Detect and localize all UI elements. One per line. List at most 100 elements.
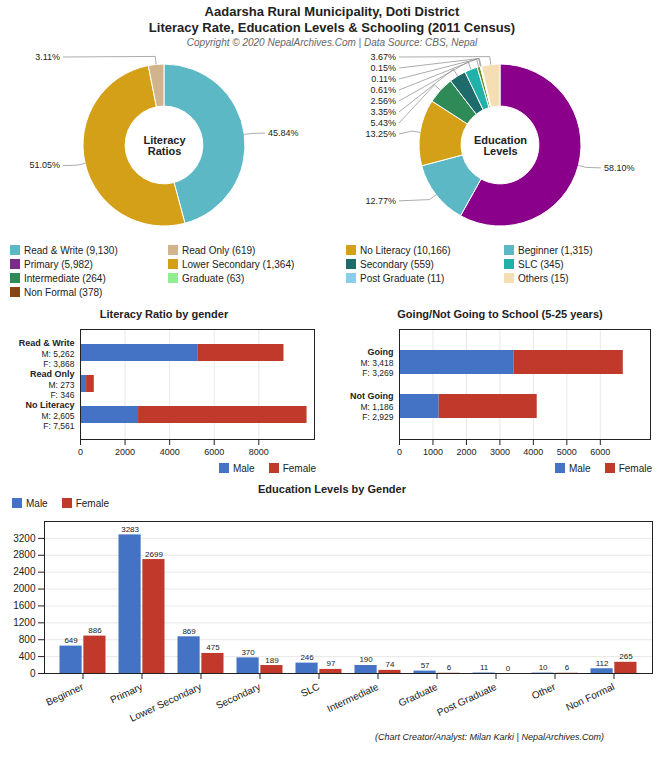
svg-text:1000: 1000 [423, 447, 443, 457]
svg-text:F: 3,868: F: 3,868 [43, 359, 74, 369]
svg-text:12.77%: 12.77% [365, 196, 396, 206]
html-text:Lower Secondary (1,364): Lower Secondary (1,364) [182, 259, 295, 270]
svg-text:M: 3,418: M: 3,418 [360, 358, 393, 368]
svg-text:M: 5,262: M: 5,262 [41, 349, 74, 359]
html-text:Post Graduate (11): Post Graduate (11) [360, 273, 445, 284]
svg-text:57: 57 [421, 661, 430, 670]
svg-text:0: 0 [78, 447, 83, 457]
html-text:Read Only (619): Read Only (619) [182, 245, 256, 256]
svg-text:Intermediate: Intermediate [325, 681, 380, 715]
svg-text:370: 370 [241, 648, 255, 657]
svg-text:Read Only: Read Only [30, 369, 75, 379]
svg-text:11: 11 [480, 663, 489, 672]
svg-text:0.11%: 0.11% [371, 74, 396, 84]
svg-text:No Literacy: No Literacy [25, 400, 74, 410]
svg-text:800: 800 [19, 634, 36, 645]
svg-text:0.61%: 0.61% [370, 85, 396, 95]
svg-text:649: 649 [64, 636, 78, 645]
svg-text:886: 886 [88, 626, 102, 635]
svg-text:Lower Secondary: Lower Secondary [128, 681, 203, 724]
svg-text:3.35%: 3.35% [370, 107, 396, 117]
svg-text:4000: 4000 [160, 447, 180, 457]
svg-text:190: 190 [359, 655, 373, 664]
svg-text:2400: 2400 [13, 566, 36, 577]
svg-text:2699: 2699 [145, 550, 163, 559]
svg-text:58.10%: 58.10% [604, 163, 635, 173]
svg-text:EducationLevels: EducationLevels [474, 134, 527, 157]
svg-text:10: 10 [539, 663, 548, 672]
svg-text:Secondary: Secondary [214, 681, 262, 711]
svg-text:8000: 8000 [249, 447, 269, 457]
html-text:No Literacy (10,166): No Literacy (10,166) [360, 245, 451, 256]
svg-text:Beginner: Beginner [44, 681, 86, 708]
svg-text:Not Going: Not Going [350, 391, 394, 401]
html-text:Primary (5,982): Primary (5,982) [24, 259, 93, 270]
html-text:Aadarsha Rural Municipality, D: Aadarsha Rural Municipality, Doti Distri… [204, 4, 460, 19]
svg-text:51.05%: 51.05% [29, 160, 60, 170]
svg-text:F: 3,269: F: 3,269 [362, 368, 393, 378]
html-text:Non Formal (378): Non Formal (378) [24, 287, 103, 298]
svg-text:3200: 3200 [13, 533, 36, 544]
svg-text:Going: Going [368, 347, 394, 357]
svg-text:265: 265 [619, 652, 633, 661]
svg-text:0: 0 [506, 664, 511, 673]
svg-text:3.11%: 3.11% [35, 52, 60, 62]
svg-text:Primary: Primary [108, 681, 144, 706]
svg-text:Other: Other [530, 681, 558, 702]
svg-text:2000: 2000 [13, 583, 36, 594]
svg-text:0.15%: 0.15% [370, 63, 396, 73]
svg-text:0: 0 [397, 447, 402, 457]
svg-text:112: 112 [596, 659, 609, 668]
svg-text:F: 7,561: F: 7,561 [43, 421, 74, 431]
svg-text:869: 869 [182, 627, 196, 636]
svg-text:Post Graduate: Post Graduate [435, 681, 498, 718]
svg-text:2000: 2000 [456, 447, 476, 457]
svg-text:475: 475 [206, 643, 220, 652]
svg-text:3.67%: 3.67% [370, 52, 396, 62]
svg-text:5.43%: 5.43% [370, 118, 396, 128]
svg-text:6: 6 [447, 663, 452, 672]
svg-text:6000: 6000 [204, 447, 224, 457]
html-text:Beginner (1,315): Beginner (1,315) [518, 245, 593, 256]
html-text:Secondary (559): Secondary (559) [360, 259, 434, 270]
svg-text:4000: 4000 [523, 447, 543, 457]
svg-text:M: 2,605: M: 2,605 [41, 411, 74, 421]
svg-text:400: 400 [19, 651, 36, 662]
svg-text:97: 97 [326, 659, 335, 668]
svg-text:6000: 6000 [590, 447, 610, 457]
svg-text:13.25%: 13.25% [365, 129, 396, 139]
html-text:Graduate (63): Graduate (63) [182, 273, 245, 284]
html-text:Education Levels by Gender: Education Levels by Gender [258, 483, 406, 495]
svg-text:2000: 2000 [115, 447, 135, 457]
svg-text:F: 346: F: 346 [50, 390, 74, 400]
html-text:Others (15): Others (15) [518, 273, 569, 284]
svg-text:74: 74 [385, 660, 394, 669]
svg-text:LiteracyRatios: LiteracyRatios [143, 134, 186, 157]
svg-text:5000: 5000 [557, 447, 577, 457]
svg-text:M: 1,186: M: 1,186 [360, 402, 393, 412]
svg-text:189: 189 [265, 656, 279, 665]
svg-text:F: 2,929: F: 2,929 [362, 412, 393, 422]
svg-text:Read & Write: Read & Write [19, 338, 75, 348]
svg-text:246: 246 [300, 653, 314, 662]
svg-text:3283: 3283 [121, 525, 139, 534]
svg-text:2.56%: 2.56% [370, 96, 396, 106]
svg-text:45.84%: 45.84% [268, 128, 299, 138]
html-text:Read & Write (9,130): Read & Write (9,130) [24, 245, 118, 256]
svg-text:Non Formal: Non Formal [564, 681, 616, 713]
html-text:Literacy Ratio by gender: Literacy Ratio by gender [99, 308, 229, 320]
svg-text:M: 273: M: 273 [49, 380, 75, 390]
html-text:Literacy Rate, Education Level: Literacy Rate, Education Levels & School… [148, 20, 516, 35]
svg-text:3000: 3000 [490, 447, 510, 457]
svg-text:Graduate: Graduate [397, 681, 440, 709]
html-text:Copyright © 2020 NepalArchives: Copyright © 2020 NepalArchives.Com | Dat… [186, 37, 478, 48]
html-text:Going/Not Going to School (5-2: Going/Not Going to School (5-25 years) [397, 308, 603, 320]
svg-text:2800: 2800 [13, 549, 36, 560]
svg-text:0: 0 [30, 668, 36, 679]
svg-text:SLC: SLC [299, 681, 321, 699]
svg-text:1200: 1200 [13, 617, 36, 628]
html-text:SLC (345): SLC (345) [518, 259, 564, 270]
svg-text:1600: 1600 [13, 600, 36, 611]
html-text:Intermediate (264): Intermediate (264) [24, 273, 106, 284]
svg-text:6: 6 [565, 663, 570, 672]
